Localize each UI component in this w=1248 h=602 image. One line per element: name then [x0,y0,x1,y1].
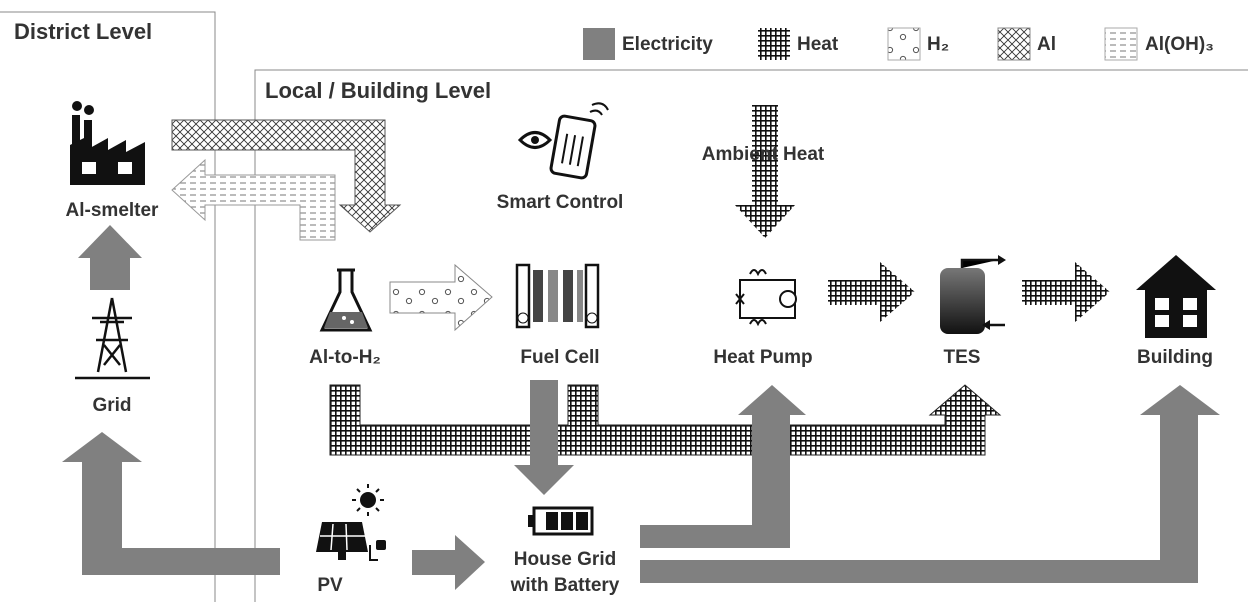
legend-swatch [997,27,1031,61]
legend-swatch [583,28,615,60]
node-label: Fuel Cell [520,347,599,368]
elec-arrow [640,385,1220,583]
node-label: Al-smelter [66,200,160,221]
tower-icon [75,297,150,380]
al-arrow [171,119,402,233]
node-label: with Battery [510,575,620,596]
elec-arrow [514,380,574,495]
local-title: Local / Building Level [265,78,491,103]
node-label: Smart Control [497,192,624,213]
node-label: Heat Pump [713,347,812,368]
node-label: TES [944,347,981,368]
legend-label: Al(OH)₃ [1145,34,1214,55]
district-frame [0,11,216,602]
battery-icon [528,506,594,536]
house-icon [1136,255,1216,338]
node-label: Ambient Heat [702,144,825,165]
node-label: Building [1137,347,1213,368]
aloh-arrow [171,158,336,241]
pv-icon [316,484,386,561]
legend-label: Heat [797,34,839,55]
node-label: Grid [92,395,131,416]
heat-pipe [329,384,1002,456]
ambient-arrow [735,105,795,238]
smart-control-icon [517,102,609,180]
legend-label: Electricity [622,34,713,55]
legend-label: Al [1037,34,1056,55]
legend-swatch [1104,27,1138,61]
legend-label: H₂ [927,34,949,55]
elec-arrow [62,432,280,575]
node-label: PV [317,575,343,596]
heatpump-icon [735,269,797,327]
heat-arrow [828,262,915,322]
legend-swatch [887,27,921,61]
factory-icon [70,101,145,185]
node-label: Al-to-H₂ [309,347,381,368]
fuelcell-icon [515,263,600,329]
tes-icon [940,255,1006,334]
flask-icon [319,268,373,332]
h2-arrow [389,263,493,332]
elec-arrow [412,535,485,590]
node-label: House Grid [514,549,616,570]
legend-swatch [758,28,790,60]
legend: Electricity Heat H₂ Al Al(OH)₃ [583,27,1214,61]
district-title: District Level [14,19,152,44]
elec-arrow [78,225,142,290]
local-frame [254,69,1248,602]
elec-arrow [640,385,806,548]
heat-arrow [1022,262,1110,322]
